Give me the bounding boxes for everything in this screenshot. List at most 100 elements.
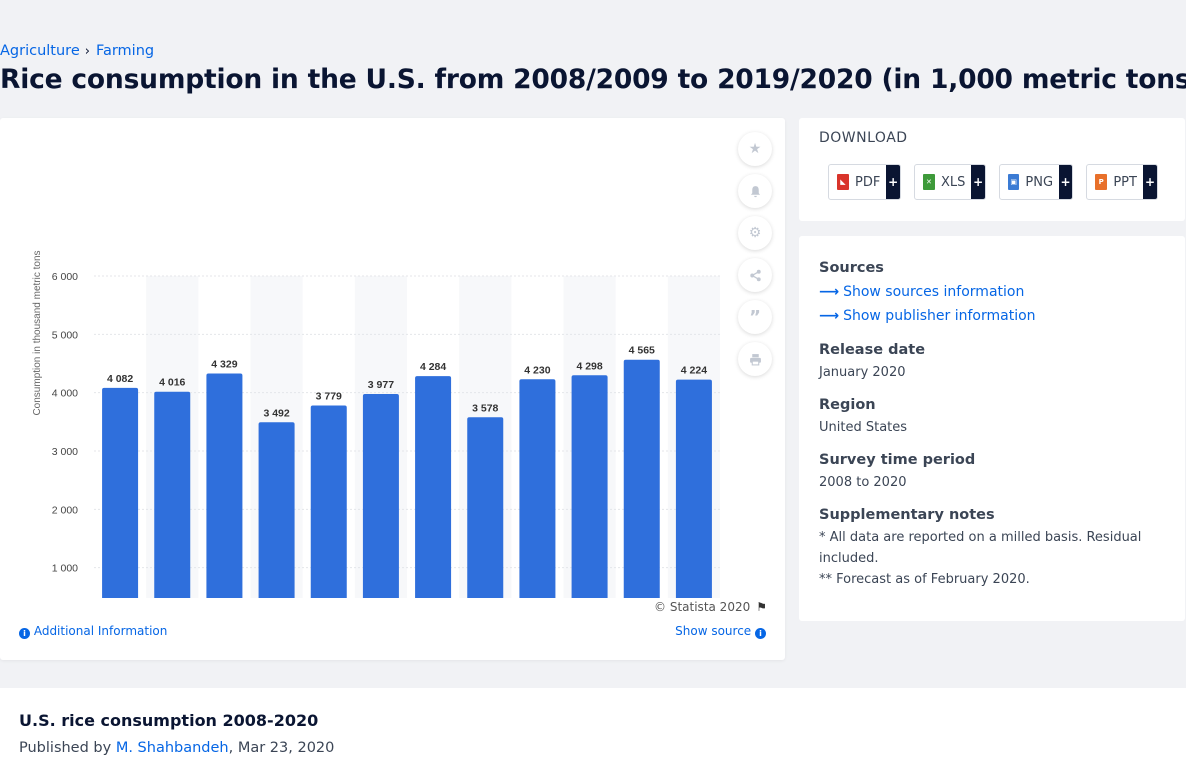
favorite-button[interactable]: ★	[738, 132, 772, 166]
bar-value-label: 4 224	[681, 365, 707, 377]
chart-card: 4 082 4 016 4 329 3 492 3 779 3 977 4 284 3 578…	[0, 118, 785, 660]
breadcrumb-separator: ›	[84, 43, 90, 59]
page-title: Rice consumption in the U.S. from 2008/2…	[0, 64, 1186, 95]
bar[interactable]	[623, 359, 660, 598]
supplementary-note-1: * All data are reported on a milled basi…	[819, 530, 1142, 566]
download-xls-label: XLS	[940, 174, 966, 190]
author-link[interactable]: M. Shahbandeh	[115, 740, 229, 756]
bar[interactable]	[519, 379, 556, 598]
quote-icon: ”	[749, 306, 761, 328]
xls-file-icon: ✕	[923, 174, 935, 190]
gear-icon: ⚙	[748, 225, 762, 241]
y-tick-label: 3 000	[52, 446, 78, 458]
bar-value-label: 4 329	[211, 358, 237, 370]
show-sources-label: Show sources information	[843, 284, 1025, 300]
download-pdf-label: PDF	[854, 174, 881, 190]
published-by-label: Published by	[19, 740, 112, 756]
print-button[interactable]	[738, 342, 772, 376]
bar[interactable]	[467, 417, 504, 598]
breadcrumb-agriculture[interactable]: Agriculture	[0, 43, 80, 59]
breadcrumb-farming[interactable]: Farming	[95, 43, 155, 59]
download-pdf-button[interactable]: ◣ PDF +	[828, 164, 901, 200]
publication-date: , Mar 23, 2020	[228, 740, 335, 756]
bell-icon	[750, 185, 760, 197]
pdf-file-icon: ◣	[837, 174, 849, 190]
ppt-file-icon: P	[1095, 174, 1108, 190]
supplementary-note-2: ** Forecast as of February 2020.	[819, 572, 1030, 587]
bar-value-label: 3 977	[368, 379, 394, 391]
cite-button[interactable]: ”	[738, 300, 772, 334]
y-tick-label: 5 000	[52, 329, 78, 341]
share-icon	[749, 269, 761, 281]
bar-value-label: 4 016	[159, 377, 185, 389]
survey-period-heading: Survey time period	[819, 452, 976, 468]
y-axis-label: Consumption in thousand metric tons	[32, 250, 43, 415]
arrow-right-icon: ⟶	[819, 284, 840, 300]
download-png-label: PNG	[1025, 174, 1054, 190]
plus-icon: +	[1142, 165, 1157, 199]
sources-heading: Sources	[819, 260, 884, 276]
additional-info-link[interactable]: i Additional Information	[19, 624, 167, 639]
copyright-notice: © Statista 2020 ⚑	[654, 600, 767, 614]
bar-value-label: 3 578	[472, 402, 498, 414]
arrow-right-icon: ⟶	[819, 308, 840, 324]
print-icon	[749, 353, 761, 365]
star-icon: ★	[748, 141, 762, 157]
publication-meta: Published by M. Shahbandeh, Mar 23, 2020	[19, 740, 334, 756]
bar[interactable]	[362, 394, 399, 598]
plus-icon: +	[886, 165, 900, 199]
y-tick-label: 6 000	[52, 271, 78, 283]
share-button[interactable]	[738, 258, 772, 292]
bar[interactable]	[258, 422, 295, 598]
supplementary-notes-heading: Supplementary notes	[819, 507, 995, 523]
bar[interactable]	[415, 376, 452, 598]
bar[interactable]	[102, 387, 139, 598]
publication-title: U.S. rice consumption 2008-2020	[19, 711, 319, 730]
bar-value-label: 4 082	[107, 373, 133, 385]
show-sources-link[interactable]: ⟶ Show sources information	[819, 284, 1024, 300]
flag-icon[interactable]: ⚑	[756, 600, 767, 614]
show-publisher-link[interactable]: ⟶ Show publisher information	[819, 308, 1036, 324]
bar-value-label: 4 230	[524, 364, 550, 376]
info-card: Sources ⟶ Show sources information ⟶ Show …	[799, 236, 1185, 621]
show-source-label: Show source	[675, 624, 752, 638]
top-bar	[0, 0, 1186, 38]
notification-button[interactable]	[738, 174, 772, 208]
plus-icon: +	[971, 165, 985, 199]
release-date-heading: Release date	[819, 342, 926, 358]
survey-period-value: 2008 to 2020	[819, 475, 907, 490]
info-icon: i	[19, 628, 30, 639]
bar[interactable]	[310, 405, 347, 598]
copyright-text: © Statista 2020	[654, 600, 751, 614]
plus-icon: +	[1059, 165, 1072, 199]
download-png-button[interactable]: ▣ PNG +	[999, 164, 1073, 200]
bar-value-label: 4 284	[420, 361, 446, 373]
bar-value-label: 4 298	[576, 360, 602, 372]
bar[interactable]	[675, 379, 712, 598]
bar-value-label: 3 492	[263, 407, 289, 419]
bar[interactable]	[154, 391, 191, 598]
publication-card: U.S. rice consumption 2008-2020 Publishe…	[0, 688, 1186, 760]
download-xls-button[interactable]: ✕ XLS +	[914, 164, 986, 200]
settings-button[interactable]: ⚙	[738, 216, 772, 250]
download-card: DOWNLOAD ◣ PDF + ✕ XLS + ▣ PNG + P PPT +	[799, 118, 1185, 221]
y-tick-label: 2 000	[52, 504, 78, 516]
y-tick-label: 1 000	[52, 563, 78, 575]
download-title: DOWNLOAD	[819, 130, 908, 146]
bar[interactable]	[206, 373, 243, 598]
show-source-link[interactable]: Show source i	[675, 624, 766, 639]
bar-value-label: 4 565	[629, 345, 655, 357]
info-icon: i	[755, 628, 766, 639]
bar-value-label: 3 779	[316, 391, 342, 403]
bar[interactable]	[571, 375, 608, 598]
download-ppt-button[interactable]: P PPT +	[1086, 164, 1158, 200]
bar-chart: 4 082 4 016 4 329 3 492 3 779 3 977 4 284 3 578…	[32, 250, 720, 598]
region-value: United States	[819, 420, 908, 435]
chart-tools: ★ ⚙ ”	[738, 132, 772, 384]
additional-info-label: Additional Information	[33, 624, 168, 638]
download-ppt-label: PPT	[1113, 174, 1137, 190]
show-publisher-label: Show publisher information	[843, 308, 1036, 324]
download-buttons: ◣ PDF + ✕ XLS + ▣ PNG + P PPT +	[828, 164, 1158, 200]
png-file-icon: ▣	[1008, 174, 1020, 190]
release-date-value: January 2020	[819, 365, 906, 380]
